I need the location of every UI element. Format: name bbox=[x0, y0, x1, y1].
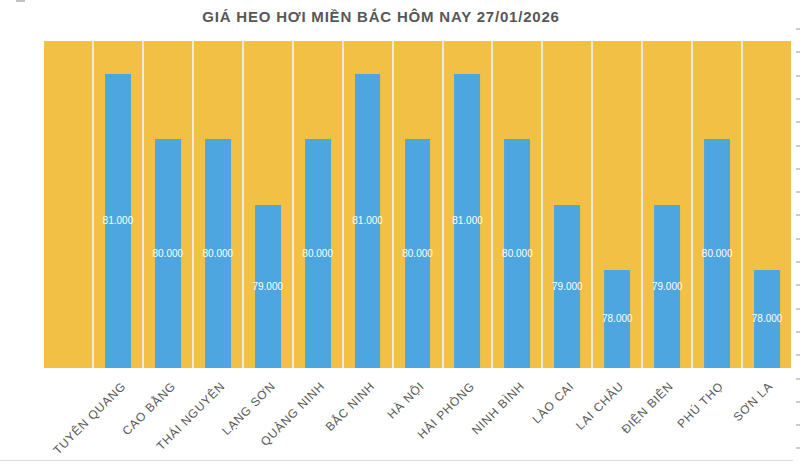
bar-value-label: 78.000 bbox=[602, 313, 633, 324]
bar-value-label: 79.000 bbox=[252, 281, 283, 292]
category-column: 80.000 bbox=[142, 41, 192, 368]
bar: 81.000 bbox=[355, 74, 381, 368]
chart-title: GIÁ HEO HƠI MIỀN BẮC HÔM NAY 27/01/2026 bbox=[0, 8, 762, 25]
bar-value-label: 79.000 bbox=[552, 281, 583, 292]
empty-column bbox=[44, 41, 92, 368]
bar-value-label: 78.000 bbox=[752, 313, 783, 324]
bar: 80.000 bbox=[504, 139, 530, 368]
bar-value-label: 81.000 bbox=[103, 215, 134, 226]
bar: 80.000 bbox=[305, 139, 331, 368]
bar-value-label: 80.000 bbox=[502, 248, 533, 259]
category-column: 79.000 bbox=[541, 41, 591, 368]
category-column: 80.000 bbox=[491, 41, 541, 368]
category-column: 81.000 bbox=[92, 41, 142, 368]
category-column: 81.000 bbox=[442, 41, 492, 368]
category-column: 80.000 bbox=[292, 41, 342, 368]
corner-artifact bbox=[16, 0, 25, 2]
bar: 79.000 bbox=[654, 205, 680, 369]
chart-canvas: GIÁ HEO HƠI MIỀN BẮC HÔM NAY 27/01/2026 … bbox=[0, 0, 800, 464]
x-axis-label-anchor: SƠN LA bbox=[606, 376, 766, 390]
bar: 79.000 bbox=[554, 205, 580, 369]
bar-value-label: 80.000 bbox=[202, 248, 233, 259]
category-column: 79.000 bbox=[242, 41, 292, 368]
category-column: 80.000 bbox=[192, 41, 242, 368]
category-column: 80.000 bbox=[691, 41, 741, 368]
bar: 81.000 bbox=[105, 74, 131, 368]
bar-value-label: 81.000 bbox=[352, 215, 383, 226]
bar: 80.000 bbox=[405, 139, 431, 368]
category-column: 78.000 bbox=[741, 41, 791, 368]
bar: 80.000 bbox=[704, 139, 730, 368]
bar-value-label: 81.000 bbox=[452, 215, 483, 226]
x-axis-label: SƠN LA bbox=[731, 379, 776, 424]
category-column: 80.000 bbox=[392, 41, 442, 368]
bar: 80.000 bbox=[155, 139, 181, 368]
bar: 79.000 bbox=[255, 205, 281, 369]
bar-value-label: 80.000 bbox=[153, 248, 184, 259]
bottom-divider bbox=[0, 460, 793, 461]
category-column: 81.000 bbox=[342, 41, 392, 368]
bar-value-label: 80.000 bbox=[402, 248, 433, 259]
x-axis-labels: TUYÊN QUANGCAO BẰNGTHÁI NGUYÊNLẠNG SƠNQU… bbox=[44, 369, 791, 464]
bar-value-label: 80.000 bbox=[702, 248, 733, 259]
plot-area: 81.000 80.000 80.000 79.000 80.000 81.000 80.0… bbox=[44, 41, 791, 368]
category-column: 78.000 bbox=[591, 41, 641, 368]
bar: 80.000 bbox=[205, 139, 231, 368]
bar-value-label: 80.000 bbox=[302, 248, 333, 259]
right-edge-tick-strip bbox=[796, 28, 800, 458]
bar: 81.000 bbox=[455, 74, 481, 368]
category-column: 79.000 bbox=[641, 41, 691, 368]
bar: 78.000 bbox=[754, 270, 780, 368]
bar: 78.000 bbox=[604, 270, 630, 368]
bar-value-label: 79.000 bbox=[652, 281, 683, 292]
x-axis-label: TUYÊN QUANG bbox=[50, 379, 128, 457]
